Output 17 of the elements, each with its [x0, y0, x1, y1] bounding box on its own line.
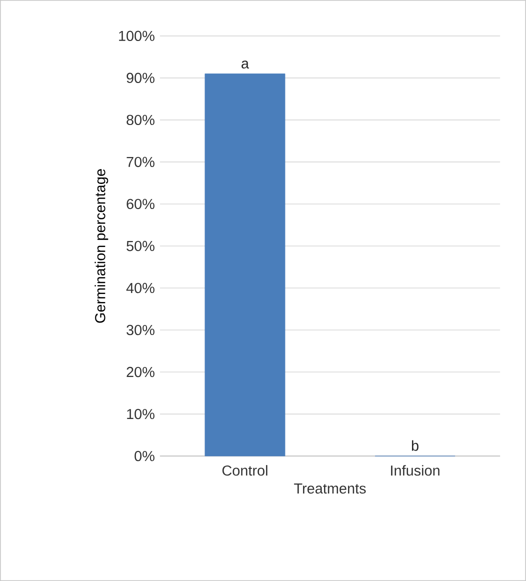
y-tick-label: 50% [126, 240, 154, 252]
x-axis-title: Treatments [294, 484, 366, 494]
annotation: a [242, 60, 250, 69]
x-tick-label: Control [222, 465, 268, 476]
x-tick-label: Infusion [391, 465, 440, 476]
y-tick-label: 70% [126, 156, 154, 168]
y-tick-label: 30% [126, 324, 154, 336]
y-tick-label: 60% [126, 198, 154, 210]
y-tick-label: 90% [126, 72, 154, 84]
y-tick-label: 100% [119, 30, 154, 42]
y-tick-label: 40% [126, 282, 154, 294]
y-tick-label: 80% [126, 114, 154, 126]
y-tick-label: 0% [134, 450, 154, 462]
y-axis-title: Germination percentage [94, 169, 108, 323]
annotation: b [412, 440, 418, 451]
y-tick-label: 10% [127, 408, 154, 420]
y-tick-label: 20% [126, 366, 154, 378]
